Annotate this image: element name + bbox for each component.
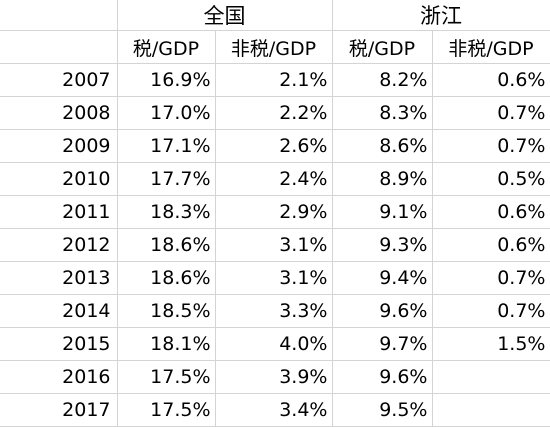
tax-national-cell[interactable]: 17.1% — [117, 129, 216, 163]
year-cell[interactable]: 2012 — [0, 228, 118, 262]
tax-zhejiang-cell[interactable]: 9.5% — [332, 393, 433, 427]
tax-national-cell[interactable]: 17.0% — [117, 96, 216, 130]
year-cell[interactable]: 2007 — [0, 63, 118, 97]
table-row: 2009 17.1% 2.6% 8.6% 0.7% — [0, 129, 550, 163]
sub-header-nontax-zhejiang[interactable]: 非税/GDP — [432, 30, 550, 64]
tax-national-cell[interactable]: 18.6% — [117, 228, 216, 262]
table-row: 2015 18.1% 4.0% 9.7% 1.5% — [0, 327, 550, 361]
tax-zhejiang-cell[interactable]: 9.6% — [332, 294, 433, 328]
year-cell[interactable]: 2008 — [0, 96, 118, 130]
tax-zhejiang-cell[interactable]: 9.6% — [332, 360, 433, 394]
tax-zhejiang-cell[interactable]: 8.6% — [332, 129, 433, 163]
tax-zhejiang-cell[interactable]: 9.7% — [332, 327, 433, 361]
nontax-national-cell[interactable]: 2.2% — [215, 96, 333, 130]
year-cell[interactable]: 2010 — [0, 162, 118, 196]
nontax-zhejiang-cell[interactable]: 0.7% — [432, 261, 550, 295]
year-cell[interactable]: 2014 — [0, 294, 118, 328]
nontax-zhejiang-cell[interactable] — [432, 393, 550, 427]
group-header-national[interactable]: 全国 — [117, 0, 333, 31]
nontax-national-cell[interactable]: 3.1% — [215, 261, 333, 295]
table-row: 2011 18.3% 2.9% 9.1% 0.6% — [0, 195, 550, 229]
year-cell[interactable]: 2017 — [0, 393, 118, 427]
table-row: 2013 18.6% 3.1% 9.4% 0.7% — [0, 261, 550, 295]
tax-zhejiang-cell[interactable]: 8.3% — [332, 96, 433, 130]
nontax-national-cell[interactable]: 3.1% — [215, 228, 333, 262]
sub-header-row: 税/GDP 非税/GDP 税/GDP 非税/GDP — [0, 30, 550, 64]
sub-header-empty[interactable] — [0, 30, 118, 64]
tax-national-cell[interactable]: 17.5% — [117, 360, 216, 394]
tax-national-cell[interactable]: 18.5% — [117, 294, 216, 328]
nontax-zhejiang-cell[interactable]: 1.5% — [432, 327, 550, 361]
tax-national-cell[interactable]: 17.7% — [117, 162, 216, 196]
table-row: 2017 17.5% 3.4% 9.5% — [0, 393, 550, 427]
nontax-national-cell[interactable]: 2.6% — [215, 129, 333, 163]
tax-zhejiang-cell[interactable]: 8.9% — [332, 162, 433, 196]
table-row: 2010 17.7% 2.4% 8.9% 0.5% — [0, 162, 550, 196]
corner-cell[interactable] — [0, 0, 118, 31]
tax-national-cell[interactable]: 16.9% — [117, 63, 216, 97]
table-row: 2008 17.0% 2.2% 8.3% 0.7% — [0, 96, 550, 130]
nontax-national-cell[interactable]: 3.9% — [215, 360, 333, 394]
table-row: 2016 17.5% 3.9% 9.6% — [0, 360, 550, 394]
year-cell[interactable]: 2013 — [0, 261, 118, 295]
group-header-zhejiang[interactable]: 浙江 — [332, 0, 550, 31]
tax-national-cell[interactable]: 18.6% — [117, 261, 216, 295]
tax-zhejiang-cell[interactable]: 9.4% — [332, 261, 433, 295]
nontax-national-cell[interactable]: 3.3% — [215, 294, 333, 328]
year-cell[interactable]: 2015 — [0, 327, 118, 361]
tax-zhejiang-cell[interactable]: 8.2% — [332, 63, 433, 97]
nontax-zhejiang-cell[interactable]: 0.6% — [432, 63, 550, 97]
nontax-zhejiang-cell[interactable] — [432, 360, 550, 394]
nontax-zhejiang-cell[interactable]: 0.7% — [432, 129, 550, 163]
table-row: 2014 18.5% 3.3% 9.6% 0.7% — [0, 294, 550, 328]
sub-header-nontax-national[interactable]: 非税/GDP — [215, 30, 333, 64]
nontax-zhejiang-cell[interactable]: 0.6% — [432, 195, 550, 229]
nontax-zhejiang-cell[interactable]: 0.5% — [432, 162, 550, 196]
tax-national-cell[interactable]: 18.3% — [117, 195, 216, 229]
year-cell[interactable]: 2009 — [0, 129, 118, 163]
nontax-national-cell[interactable]: 3.4% — [215, 393, 333, 427]
table-row: 2012 18.6% 3.1% 9.3% 0.6% — [0, 228, 550, 262]
year-cell[interactable]: 2011 — [0, 195, 118, 229]
nontax-zhejiang-cell[interactable]: 0.6% — [432, 228, 550, 262]
sub-header-tax-zhejiang[interactable]: 税/GDP — [332, 30, 433, 64]
nontax-zhejiang-cell[interactable]: 0.7% — [432, 96, 550, 130]
nontax-zhejiang-cell[interactable]: 0.7% — [432, 294, 550, 328]
tax-national-cell[interactable]: 18.1% — [117, 327, 216, 361]
nontax-national-cell[interactable]: 2.1% — [215, 63, 333, 97]
nontax-national-cell[interactable]: 4.0% — [215, 327, 333, 361]
tax-national-cell[interactable]: 17.5% — [117, 393, 216, 427]
nontax-national-cell[interactable]: 2.9% — [215, 195, 333, 229]
group-header-row: 全国 浙江 — [0, 0, 550, 31]
nontax-national-cell[interactable]: 2.4% — [215, 162, 333, 196]
year-cell[interactable]: 2016 — [0, 360, 118, 394]
tax-zhejiang-cell[interactable]: 9.1% — [332, 195, 433, 229]
sub-header-tax-national[interactable]: 税/GDP — [117, 30, 216, 64]
table-row: 2007 16.9% 2.1% 8.2% 0.6% — [0, 63, 550, 97]
tax-zhejiang-cell[interactable]: 9.3% — [332, 228, 433, 262]
